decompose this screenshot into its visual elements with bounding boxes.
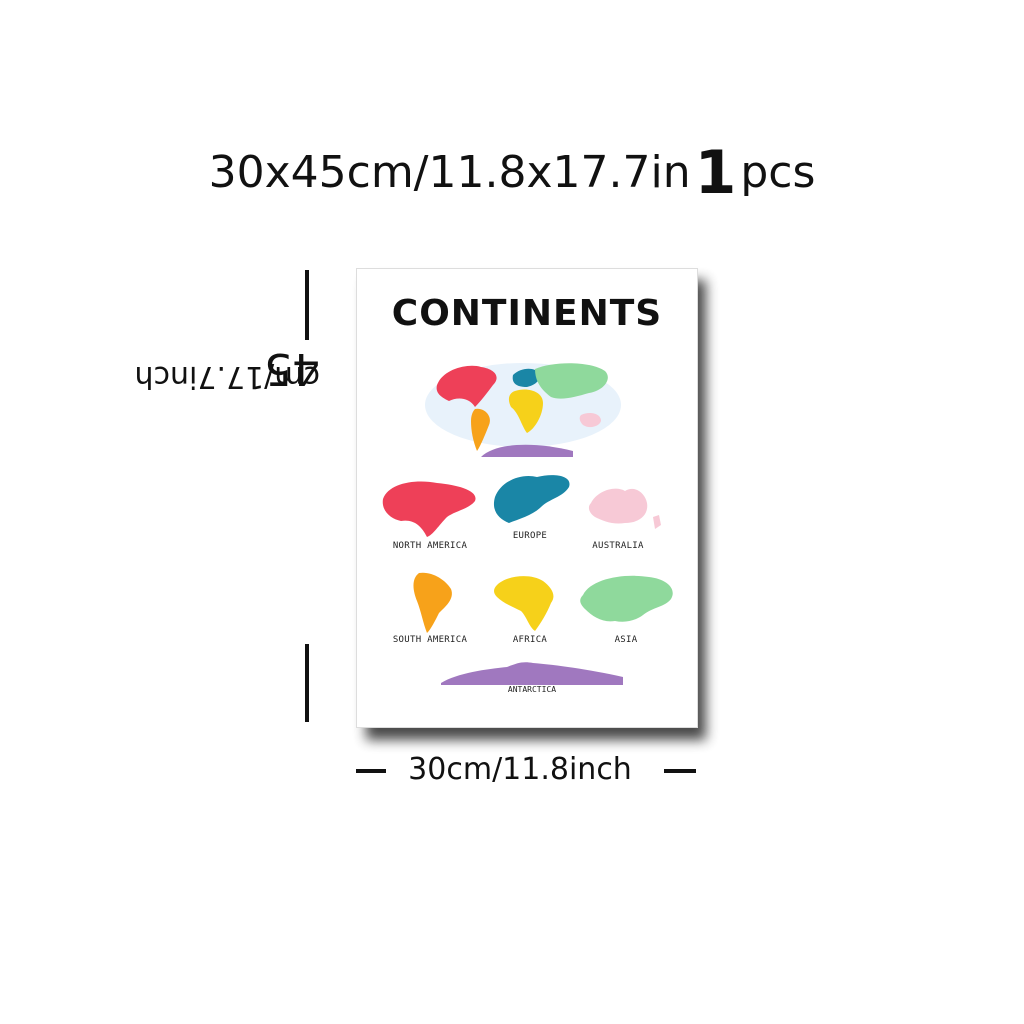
- height-unit: cm/17.7inch: [134, 359, 320, 394]
- continent-asia: ASIA: [571, 571, 681, 651]
- continent-australia: AUSTRALIA: [563, 477, 673, 557]
- continent-label: NORTH AMERICA: [392, 541, 468, 551]
- quantity-number: 1: [694, 138, 737, 208]
- continent-south-america: SOUTH AMERICA: [375, 571, 485, 651]
- size-text: 30x45cm/11.8x17.7in: [208, 147, 691, 198]
- europe-shape: [493, 475, 570, 523]
- height-dimension-line-bottom: [305, 644, 309, 722]
- product-size-headline: 30x45cm/11.8x17.7in1pcs: [0, 138, 1024, 208]
- continent-antarctica: ANTARCTICA: [437, 659, 627, 699]
- africa-shape: [494, 576, 554, 631]
- australia-shape: [588, 488, 661, 529]
- continents-poster: CONTINENTS NORTH AMERICA EUROPE AUSTRALI…: [356, 268, 698, 728]
- continent-europe: EUROPE: [475, 467, 585, 547]
- continent-label: ASIA: [614, 635, 638, 645]
- continent-label: AFRICA: [512, 635, 548, 645]
- continent-label: ANTARCTICA: [507, 685, 557, 694]
- continent-label: SOUTH AMERICA: [392, 635, 468, 645]
- continent-label: AUSTRALIA: [592, 541, 644, 551]
- poster-title: CONTINENTS: [391, 293, 663, 334]
- antarctica-shape: [441, 662, 623, 685]
- north-america-shape: [382, 481, 476, 537]
- height-dimension-label: 45 cm/17.7inch: [135, 343, 330, 624]
- width-dimension-label: 30cm/11.8inch: [408, 752, 632, 787]
- height-dimension-line-top: [305, 270, 309, 340]
- south-america-shape: [413, 572, 452, 633]
- continent-north-america: NORTH AMERICA: [375, 477, 485, 557]
- continent-africa: AFRICA: [475, 571, 585, 651]
- quantity-unit: pcs: [740, 147, 816, 198]
- width-dimension-line-right: [664, 769, 696, 773]
- width-dimension-line-left: [356, 769, 386, 773]
- asia-shape: [580, 575, 673, 622]
- continent-label: EUROPE: [512, 531, 548, 541]
- world-map-illustration: [425, 363, 621, 457]
